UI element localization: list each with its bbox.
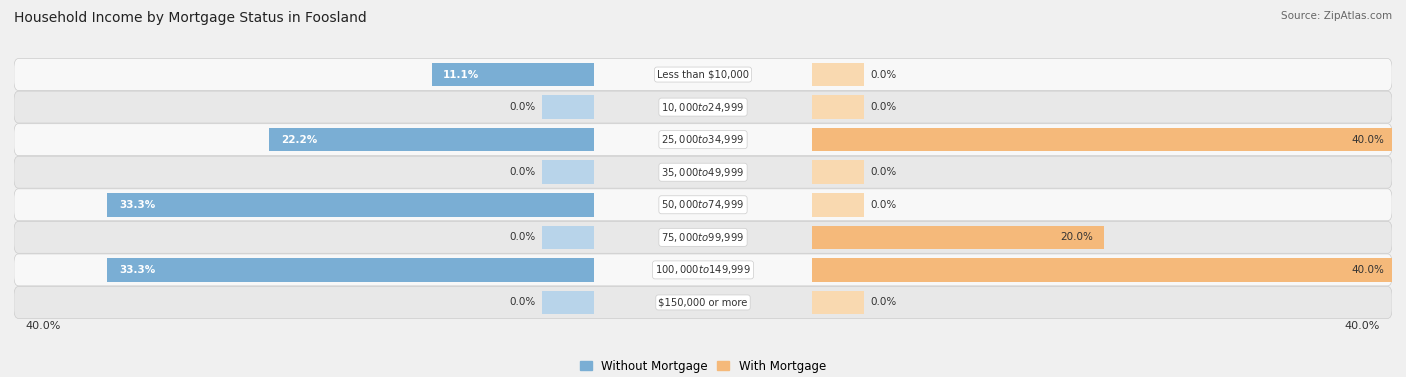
Text: Less than $10,000: Less than $10,000 [657, 69, 749, 80]
Text: $10,000 to $24,999: $10,000 to $24,999 [661, 101, 745, 113]
Bar [543, 291, 593, 314]
Text: 22.2%: 22.2% [281, 135, 318, 145]
FancyBboxPatch shape [14, 124, 1392, 156]
Text: $150,000 or more: $150,000 or more [658, 297, 748, 308]
Text: Household Income by Mortgage Status in Foosland: Household Income by Mortgage Status in F… [14, 11, 367, 25]
Bar [432, 63, 593, 86]
Bar [813, 63, 863, 86]
Text: $75,000 to $99,999: $75,000 to $99,999 [661, 231, 745, 244]
Text: Source: ZipAtlas.com: Source: ZipAtlas.com [1281, 11, 1392, 21]
Text: $50,000 to $74,999: $50,000 to $74,999 [661, 198, 745, 211]
Bar [813, 161, 863, 184]
Bar [813, 95, 863, 119]
Bar [813, 291, 863, 314]
Bar [543, 95, 593, 119]
Bar [813, 225, 1104, 249]
Text: 40.0%: 40.0% [25, 321, 60, 331]
Text: 40.0%: 40.0% [1351, 265, 1385, 275]
Text: $35,000 to $49,999: $35,000 to $49,999 [661, 166, 745, 179]
Text: 0.0%: 0.0% [870, 69, 897, 80]
FancyBboxPatch shape [14, 58, 1392, 90]
Text: 0.0%: 0.0% [509, 297, 536, 308]
Bar [543, 161, 593, 184]
Bar [543, 225, 593, 249]
Text: 20.0%: 20.0% [1060, 232, 1092, 242]
Text: 0.0%: 0.0% [870, 200, 897, 210]
Legend: Without Mortgage, With Mortgage: Without Mortgage, With Mortgage [575, 355, 831, 377]
Bar [107, 193, 593, 216]
FancyBboxPatch shape [14, 287, 1392, 319]
Text: $25,000 to $34,999: $25,000 to $34,999 [661, 133, 745, 146]
Text: 33.3%: 33.3% [120, 200, 156, 210]
FancyBboxPatch shape [14, 91, 1392, 123]
FancyBboxPatch shape [14, 156, 1392, 188]
Text: 0.0%: 0.0% [509, 102, 536, 112]
Bar [813, 258, 1396, 282]
FancyBboxPatch shape [14, 189, 1392, 221]
Text: 33.3%: 33.3% [120, 265, 156, 275]
FancyBboxPatch shape [14, 254, 1392, 286]
Bar [813, 193, 863, 216]
Text: $100,000 to $149,999: $100,000 to $149,999 [655, 264, 751, 276]
Text: 40.0%: 40.0% [1346, 321, 1381, 331]
Bar [270, 128, 593, 152]
Text: 0.0%: 0.0% [870, 297, 897, 308]
Text: 40.0%: 40.0% [1351, 135, 1385, 145]
Text: 0.0%: 0.0% [509, 167, 536, 177]
Text: 11.1%: 11.1% [443, 69, 479, 80]
Text: 0.0%: 0.0% [870, 102, 897, 112]
Bar [107, 258, 593, 282]
FancyBboxPatch shape [14, 221, 1392, 253]
Text: 0.0%: 0.0% [509, 232, 536, 242]
Text: 0.0%: 0.0% [870, 167, 897, 177]
Bar [813, 128, 1396, 152]
